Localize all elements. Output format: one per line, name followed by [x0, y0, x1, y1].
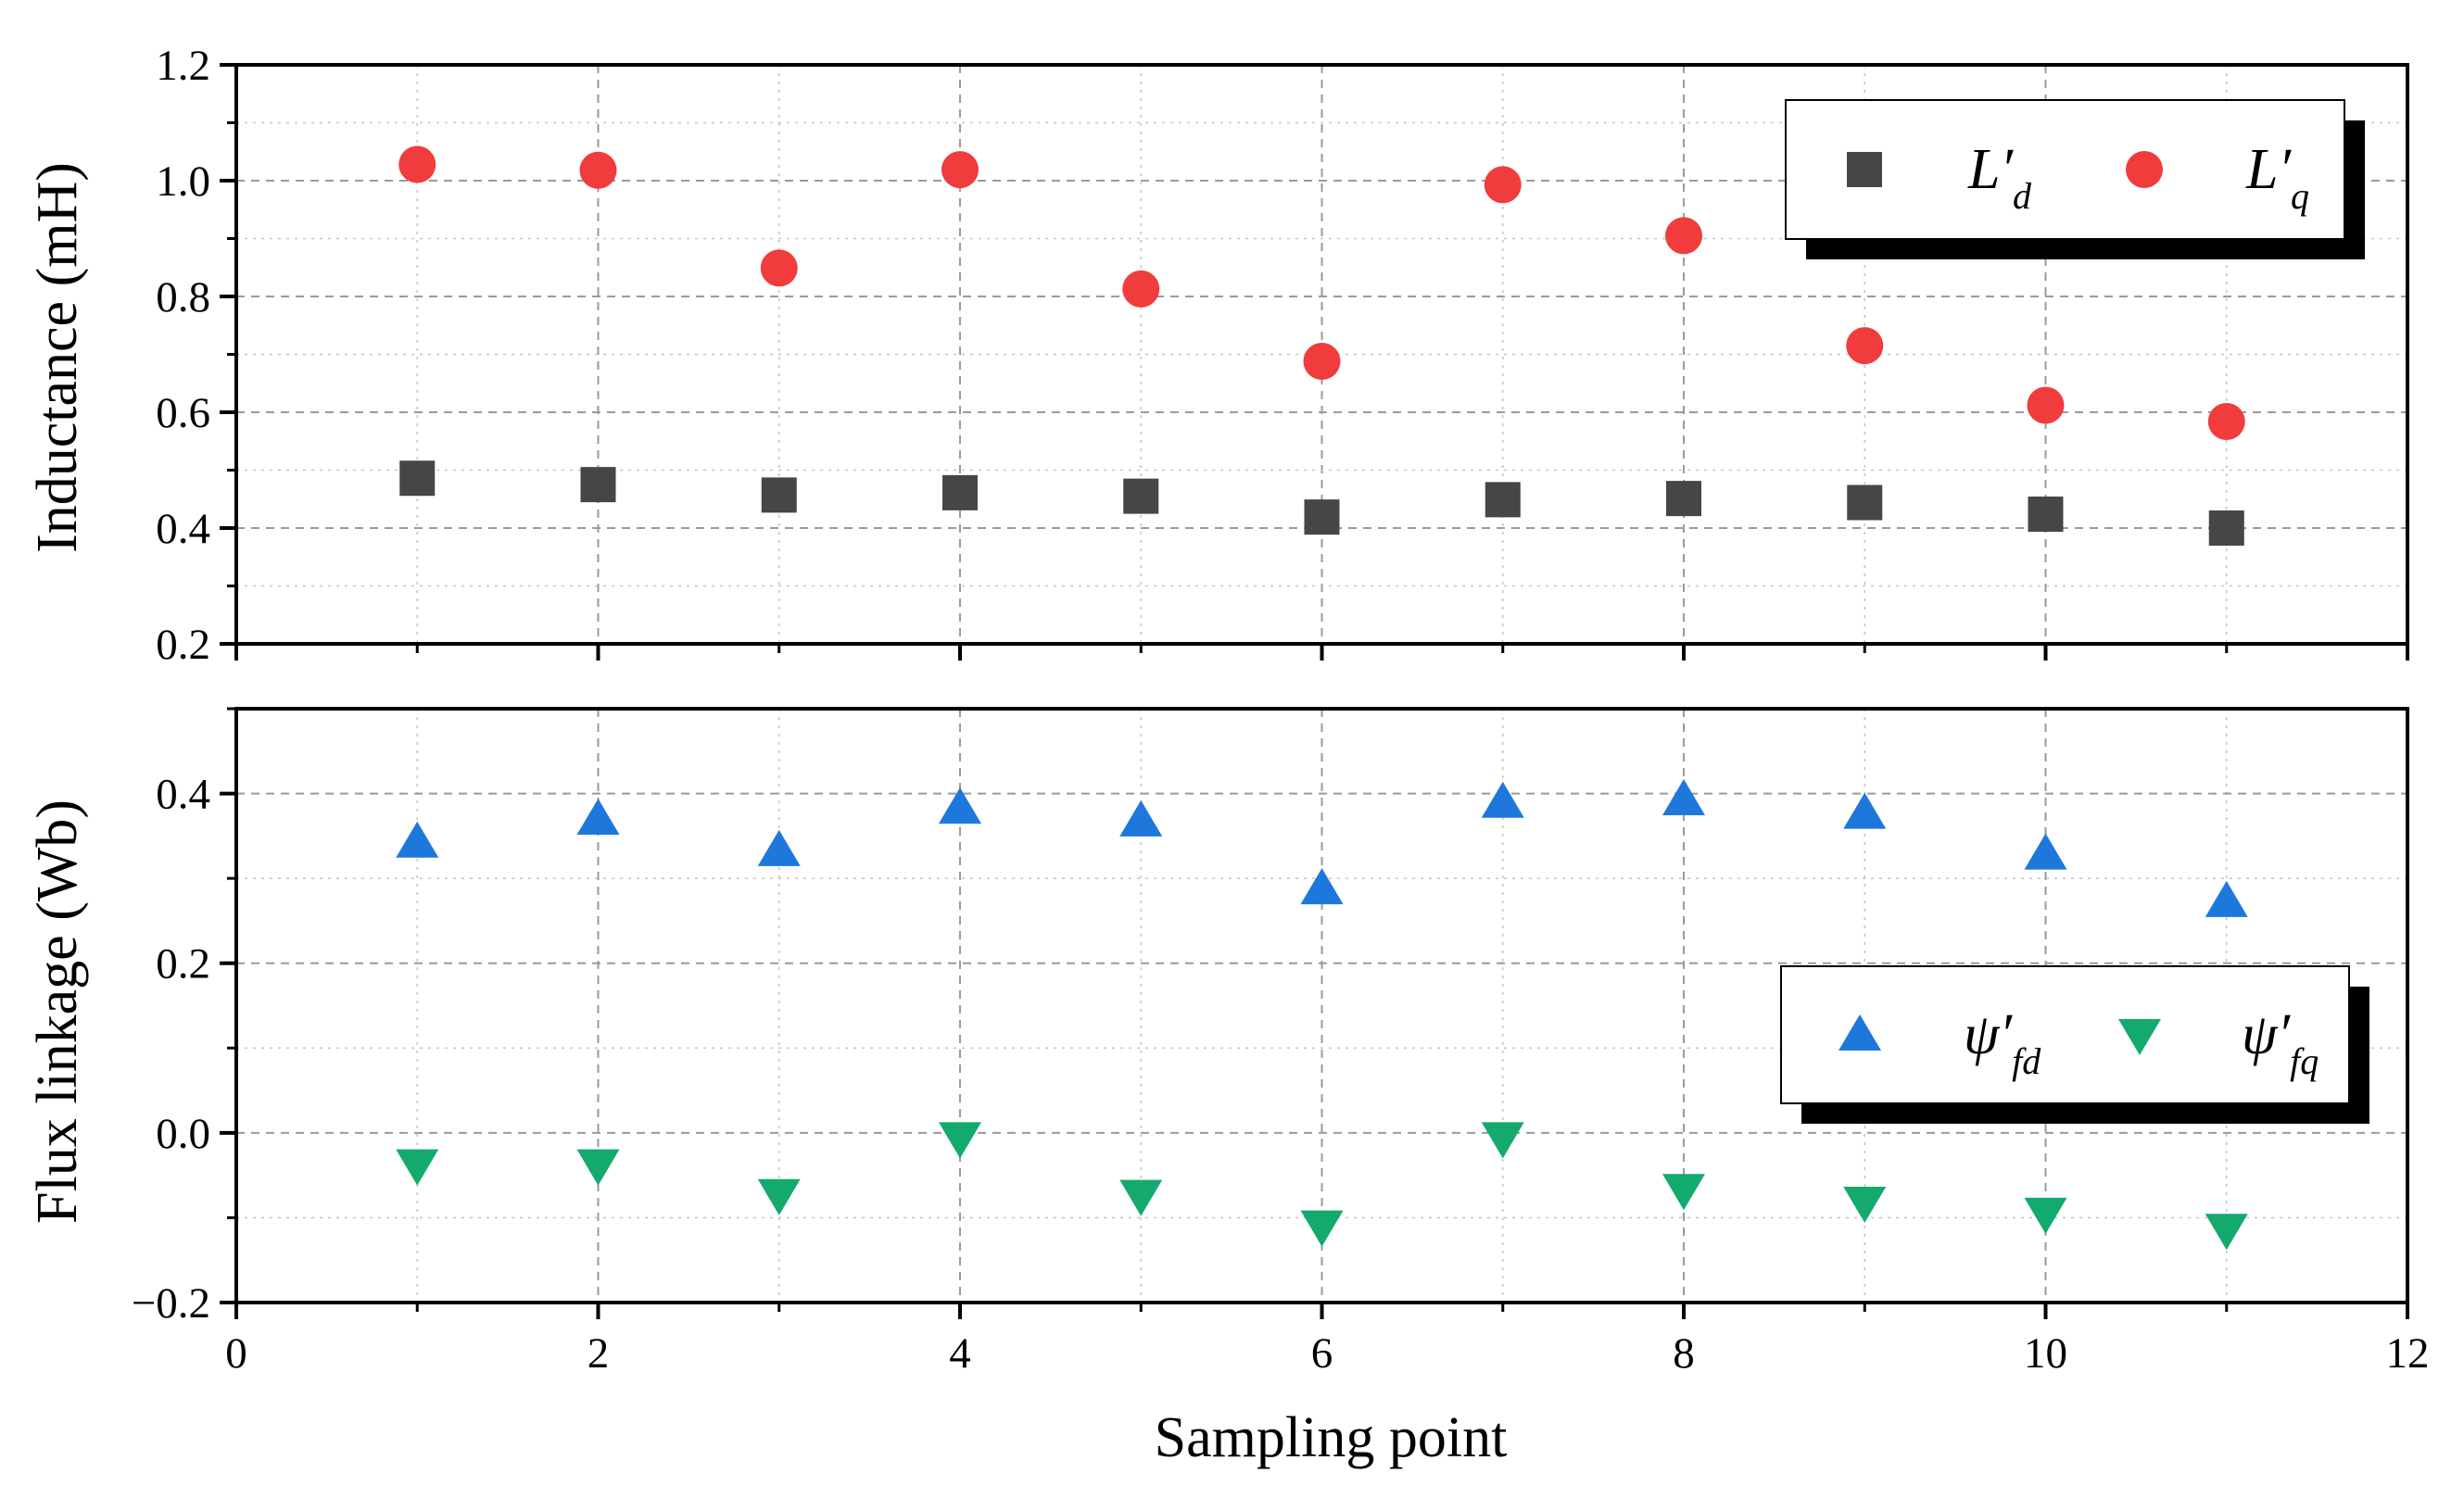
y-tick-label: 0.4 [156, 505, 210, 553]
data-point-Lq [2027, 386, 2065, 424]
inductance-panel: 0.20.40.60.81.01.2 Inductance (mH) L′d L′… [26, 42, 2409, 669]
x-tick-label: 10 [2024, 1329, 2067, 1378]
y-tick-label: 0.6 [156, 389, 210, 437]
data-point-psifd [2024, 833, 2067, 870]
data-point-psifd [576, 799, 620, 836]
y-tick-label: 1.2 [156, 42, 210, 90]
data-point-Lq [579, 151, 617, 189]
inductance-tick-labels: 0.2 0.4 0.6 0.8 1.0 1.2 [156, 42, 210, 669]
flux-linkage-panel: −0.2 0.0 0.2 0.4 0 2 4 6 8 10 12 Flux linkage (Wb)… [26, 707, 2430, 1469]
flux-linkage-y-axis-title: Flux linkage (Wb) [26, 799, 89, 1224]
y-tick-label: 0.8 [156, 273, 210, 321]
data-point-Ld [1666, 481, 1701, 517]
data-point-Ld [1485, 482, 1521, 518]
inductance-legend: L′d L′q [1785, 99, 2365, 259]
legend-label-Lq: L′q [2245, 138, 2309, 217]
data-point-psifq [1300, 1210, 1344, 1247]
y-tick-label: 0.2 [156, 621, 210, 669]
legend-label-psifd: ψ′fd [1964, 1003, 2041, 1082]
data-point-psifq [576, 1149, 620, 1186]
y-tick-label: 1.0 [156, 157, 210, 206]
legend-symbol: L′ [2245, 138, 2292, 201]
legend-subscript: q [2291, 175, 2309, 217]
data-point-psifq [396, 1149, 439, 1186]
data-point-Lq [2207, 403, 2245, 440]
legend-subscript: d [2013, 175, 2032, 217]
data-point-Lq [1122, 270, 1160, 308]
data-point-Ld [1123, 478, 1159, 514]
x-axis-title: Sampling point [1155, 1406, 1508, 1469]
legend-marker-psifq [2118, 1019, 2161, 1055]
data-point-psifq [1662, 1174, 1705, 1211]
data-point-Lq [398, 145, 436, 183]
data-point-psifq [757, 1178, 801, 1215]
data-point-psifd [396, 821, 439, 858]
flux-linkage-legend: ψ′fd ψ′fq [1780, 965, 2369, 1124]
data-point-psifd [939, 787, 981, 825]
data-point-Lq [1303, 343, 1341, 380]
legend-label-psifq: ψ′fq [2242, 1003, 2319, 1082]
x-tick-label: 8 [1673, 1329, 1695, 1378]
data-point-Lq [760, 249, 798, 287]
inductance-marks [398, 145, 2245, 546]
y-tick-label: −0.2 [132, 1279, 210, 1328]
data-point-psifq [2024, 1197, 2067, 1234]
x-tick-label: 4 [949, 1329, 971, 1378]
legend-subscript: fq [2290, 1040, 2319, 1082]
data-point-Ld [2208, 510, 2244, 546]
x-tick-label: 2 [588, 1329, 610, 1378]
data-point-psifd [1300, 868, 1344, 905]
data-point-Ld [942, 474, 978, 510]
data-point-psifq [1481, 1122, 1524, 1159]
x-tick-label: 12 [2386, 1329, 2430, 1378]
data-point-Lq [1484, 166, 1522, 204]
legend-symbol: ψ′ [2242, 1003, 2292, 1066]
data-point-Lq [941, 151, 979, 189]
data-point-psifq [2205, 1214, 2248, 1251]
y-tick-label: 0.0 [156, 1110, 210, 1158]
inductance-y-axis-title: Inductance (mH) [26, 162, 89, 553]
legend-symbol: ψ′ [1964, 1003, 2014, 1066]
x-tick-label: 0 [225, 1329, 247, 1378]
data-point-Ld [1304, 499, 1340, 535]
data-point-Ld [580, 467, 616, 503]
data-point-psifd [1662, 778, 1705, 815]
data-point-psifq [1119, 1179, 1163, 1216]
legend-box [1780, 965, 2350, 1104]
data-point-Ld [1847, 485, 1883, 521]
legend-marker-Ld [1847, 152, 1882, 187]
data-point-Lq [1846, 327, 1884, 365]
data-point-psifq [1843, 1186, 1887, 1223]
legend-subscript: fd [2012, 1040, 2041, 1082]
data-point-psifd [757, 829, 801, 866]
y-tick-label: 0.4 [156, 771, 210, 819]
flux-linkage-marks [396, 778, 2248, 1251]
y-tick-label: 0.2 [156, 940, 210, 988]
data-point-psifd [1843, 792, 1887, 829]
data-point-Ld [399, 460, 436, 497]
data-point-Lq [1665, 217, 1702, 255]
data-point-psifq [939, 1122, 981, 1159]
data-point-psifd [2205, 880, 2248, 917]
legend-marker-psifd [1839, 1014, 1881, 1051]
inductance-ticks [220, 63, 2409, 661]
data-point-psifd [1481, 781, 1524, 818]
legend-marker-Lq [2126, 151, 2163, 188]
legend-label-Ld: L′d [1967, 138, 2032, 217]
flux-linkage-ticks [220, 707, 2409, 1319]
x-tick-label: 6 [1311, 1329, 1333, 1378]
legend-symbol: L′ [1967, 138, 2014, 201]
data-point-Ld [761, 477, 797, 513]
flux-linkage-tick-labels: −0.2 0.0 0.2 0.4 0 2 4 6 8 10 12 [132, 771, 2430, 1378]
data-point-psifd [1119, 799, 1163, 837]
data-point-Ld [2028, 497, 2064, 532]
